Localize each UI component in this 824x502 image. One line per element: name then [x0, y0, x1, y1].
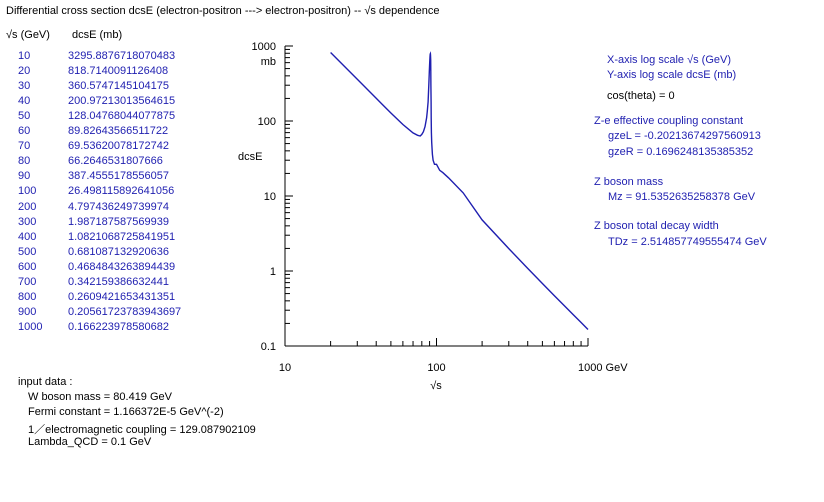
series-line — [330, 51, 589, 330]
sqrt-s-cell: 900 — [18, 305, 37, 318]
mass-title: Z boson mass — [594, 176, 664, 188]
y-axis-label: dcsE — [238, 151, 262, 163]
dcse-cell: 0.4684843263894439 — [68, 260, 176, 273]
dcse-cell: 89.82643566511722 — [68, 125, 169, 138]
sqrt-s-cell: 800 — [18, 290, 37, 303]
gzer-value: gzeR = 0.1696248135385352 — [608, 146, 754, 158]
dcse-cell: 360.5747145104175 — [68, 80, 169, 93]
y-tick-label: 100 — [258, 116, 276, 128]
dcse-cell: 4.797436249739974 — [68, 200, 169, 213]
dcse-cell: 1.0821068725841951 — [68, 230, 176, 243]
sqrt-s-cell: 40 — [18, 95, 31, 108]
dcse-cell: 0.342159386632441 — [68, 275, 169, 288]
dcse-cell: 818.7140091126408 — [68, 65, 169, 78]
dcse-cell: 1.987187587569939 — [68, 215, 169, 228]
input-w-mass: W boson mass = 80.419 GeV — [28, 391, 172, 403]
x-tick-label: 10 — [279, 362, 291, 374]
dcse-cell: 387.4555178556057 — [68, 170, 169, 183]
y-tick-label: 0.1 — [261, 341, 276, 353]
sqrt-s-cell: 20 — [18, 65, 31, 78]
y-tick-label: 10 — [264, 191, 276, 203]
dcse-cell: 0.20561723783943697 — [68, 305, 182, 318]
input-qcd: Lambda_QCD = 0.1 GeV — [28, 436, 152, 448]
gzel-value: gzeL = -0.20213674297560913 — [608, 130, 761, 142]
dcse-cell: 128.04768044077875 — [68, 110, 176, 123]
x-scale-note: X-axis log scale √s (GeV) — [607, 54, 732, 66]
sqrt-s-cell: 50 — [18, 110, 31, 123]
dcse-cell: 0.2609421653431351 — [68, 290, 176, 303]
x-axis-label: √s — [430, 380, 442, 392]
dcse-cell: 3295.8876718070483 — [68, 50, 176, 62]
sqrt-s-cell: 1000 — [18, 320, 43, 333]
cos-theta: cos(theta) = 0 — [607, 90, 675, 102]
sqrt-s-cell: 70 — [18, 140, 31, 153]
x-tick-label: 1000 GeV — [578, 362, 628, 374]
tdz-value: TDz = 2.514857749555474 GeV — [608, 236, 767, 248]
sqrt-s-cell: 200 — [18, 200, 37, 213]
results-table: 10 3295.8876718070483 20 818.7140091126408 3… — [18, 50, 238, 340]
input-title: input data : — [18, 376, 73, 388]
table-header-sqrt-s: √s (GeV) — [6, 29, 50, 41]
sqrt-s-cell: 400 — [18, 230, 37, 243]
input-fermi: Fermi constant = 1.166372E-5 GeV^(-2) — [28, 406, 224, 418]
sqrt-s-cell: 90 — [18, 170, 31, 183]
sqrt-s-cell: 30 — [18, 80, 31, 93]
width-title: Z boson total decay width — [594, 220, 719, 232]
x-tick-label: 100 — [427, 362, 445, 374]
sqrt-s-cell: 60 — [18, 125, 31, 138]
y-scale-note: Y-axis log scale dcsE (mb) — [607, 69, 737, 81]
y-tick-label: 1 — [270, 266, 276, 278]
dcse-cell: 66.2646531807666 — [68, 155, 163, 168]
dcse-cell: 200.97213013564615 — [68, 95, 176, 108]
sqrt-s-cell: 600 — [18, 260, 37, 273]
dcse-cell: 0.681087132920636 — [68, 245, 169, 258]
table-header-dcse: dcsE (mb) — [72, 29, 123, 41]
sqrt-s-cell: 500 — [18, 245, 37, 258]
input-em: 1／electromagnetic coupling = 129.0879021… — [28, 424, 256, 436]
sqrt-s-cell: 80 — [18, 155, 31, 168]
coupling-title: Z-e effective coupling constant — [594, 115, 743, 127]
sqrt-s-cell: 10 — [18, 50, 31, 62]
page-title: Differential cross section dcsE (electro… — [6, 5, 440, 17]
dcse-cell: 69.53620078172742 — [68, 140, 169, 153]
sqrt-s-cell: 700 — [18, 275, 37, 288]
sqrt-s-cell: 300 — [18, 215, 37, 228]
y-tick-label: 1000 — [252, 41, 276, 53]
sqrt-s-cell: 100 — [18, 185, 37, 198]
dcse-cell: 0.166223978580682 — [68, 320, 169, 333]
mz-value: Mz = 91.5352635258378 GeV — [608, 191, 756, 203]
y-unit-label: mb — [261, 56, 276, 68]
dcse-cell: 26.498115892641056 — [68, 185, 175, 198]
